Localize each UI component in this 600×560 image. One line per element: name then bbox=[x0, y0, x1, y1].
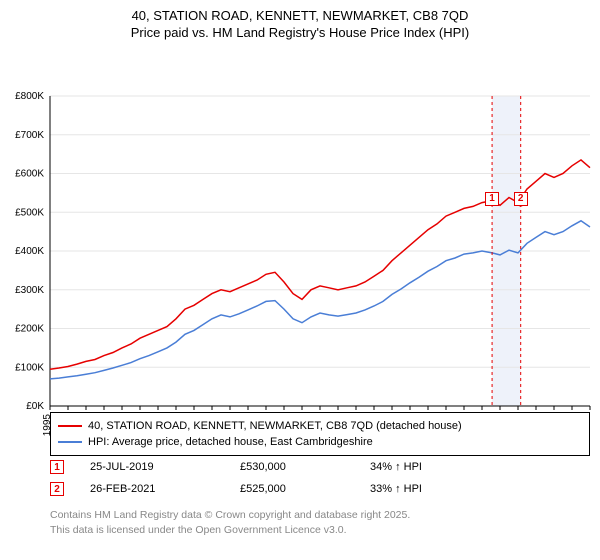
event-marker-icon: 1 bbox=[50, 460, 64, 474]
legend-label: 40, STATION ROAD, KENNETT, NEWMARKET, CB… bbox=[88, 420, 462, 432]
legend-row-hpi: HPI: Average price, detached house, East… bbox=[58, 434, 582, 450]
event-date: 25-JUL-2019 bbox=[90, 461, 240, 473]
event-row: 1 25-JUL-2019 £530,000 34% ↑ HPI bbox=[50, 460, 422, 474]
svg-text:£200K: £200K bbox=[15, 324, 44, 335]
page-title: 40, STATION ROAD, KENNETT, NEWMARKET, CB… bbox=[0, 0, 600, 23]
svg-text:£100K: £100K bbox=[15, 362, 44, 373]
event-date: 26-FEB-2021 bbox=[90, 483, 240, 495]
svg-text:£800K: £800K bbox=[15, 91, 44, 102]
footer-attribution: Contains HM Land Registry data © Crown c… bbox=[50, 508, 410, 537]
legend-label: HPI: Average price, detached house, East… bbox=[88, 436, 373, 448]
event-price: £525,000 bbox=[240, 483, 370, 495]
event-row: 2 26-FEB-2021 £525,000 33% ↑ HPI bbox=[50, 482, 422, 496]
page-subtitle: Price paid vs. HM Land Registry's House … bbox=[0, 23, 600, 44]
legend-swatch bbox=[58, 425, 82, 427]
svg-text:£500K: £500K bbox=[15, 207, 44, 218]
event-price: £530,000 bbox=[240, 461, 370, 473]
svg-text:£400K: £400K bbox=[15, 246, 44, 257]
footer-line: This data is licensed under the Open Gov… bbox=[50, 523, 410, 538]
svg-text:£300K: £300K bbox=[15, 285, 44, 296]
chart-marker-icon: 1 bbox=[485, 192, 499, 206]
legend-swatch bbox=[58, 441, 82, 443]
event-delta: 34% ↑ HPI bbox=[370, 461, 422, 473]
event-marker-icon: 2 bbox=[50, 482, 64, 496]
chart-marker-icon: 2 bbox=[514, 192, 528, 206]
legend-row-property: 40, STATION ROAD, KENNETT, NEWMARKET, CB… bbox=[58, 418, 582, 434]
svg-text:£700K: £700K bbox=[15, 130, 44, 141]
svg-text:£0K: £0K bbox=[26, 401, 44, 412]
event-delta: 33% ↑ HPI bbox=[370, 483, 422, 495]
chart-legend: 40, STATION ROAD, KENNETT, NEWMARKET, CB… bbox=[50, 412, 590, 456]
price-chart: £0K £100K £200K £300K £400K £500K £600K £700K £8… bbox=[0, 44, 600, 450]
footer-line: Contains HM Land Registry data © Crown c… bbox=[50, 508, 410, 523]
svg-text:£600K: £600K bbox=[15, 169, 44, 180]
